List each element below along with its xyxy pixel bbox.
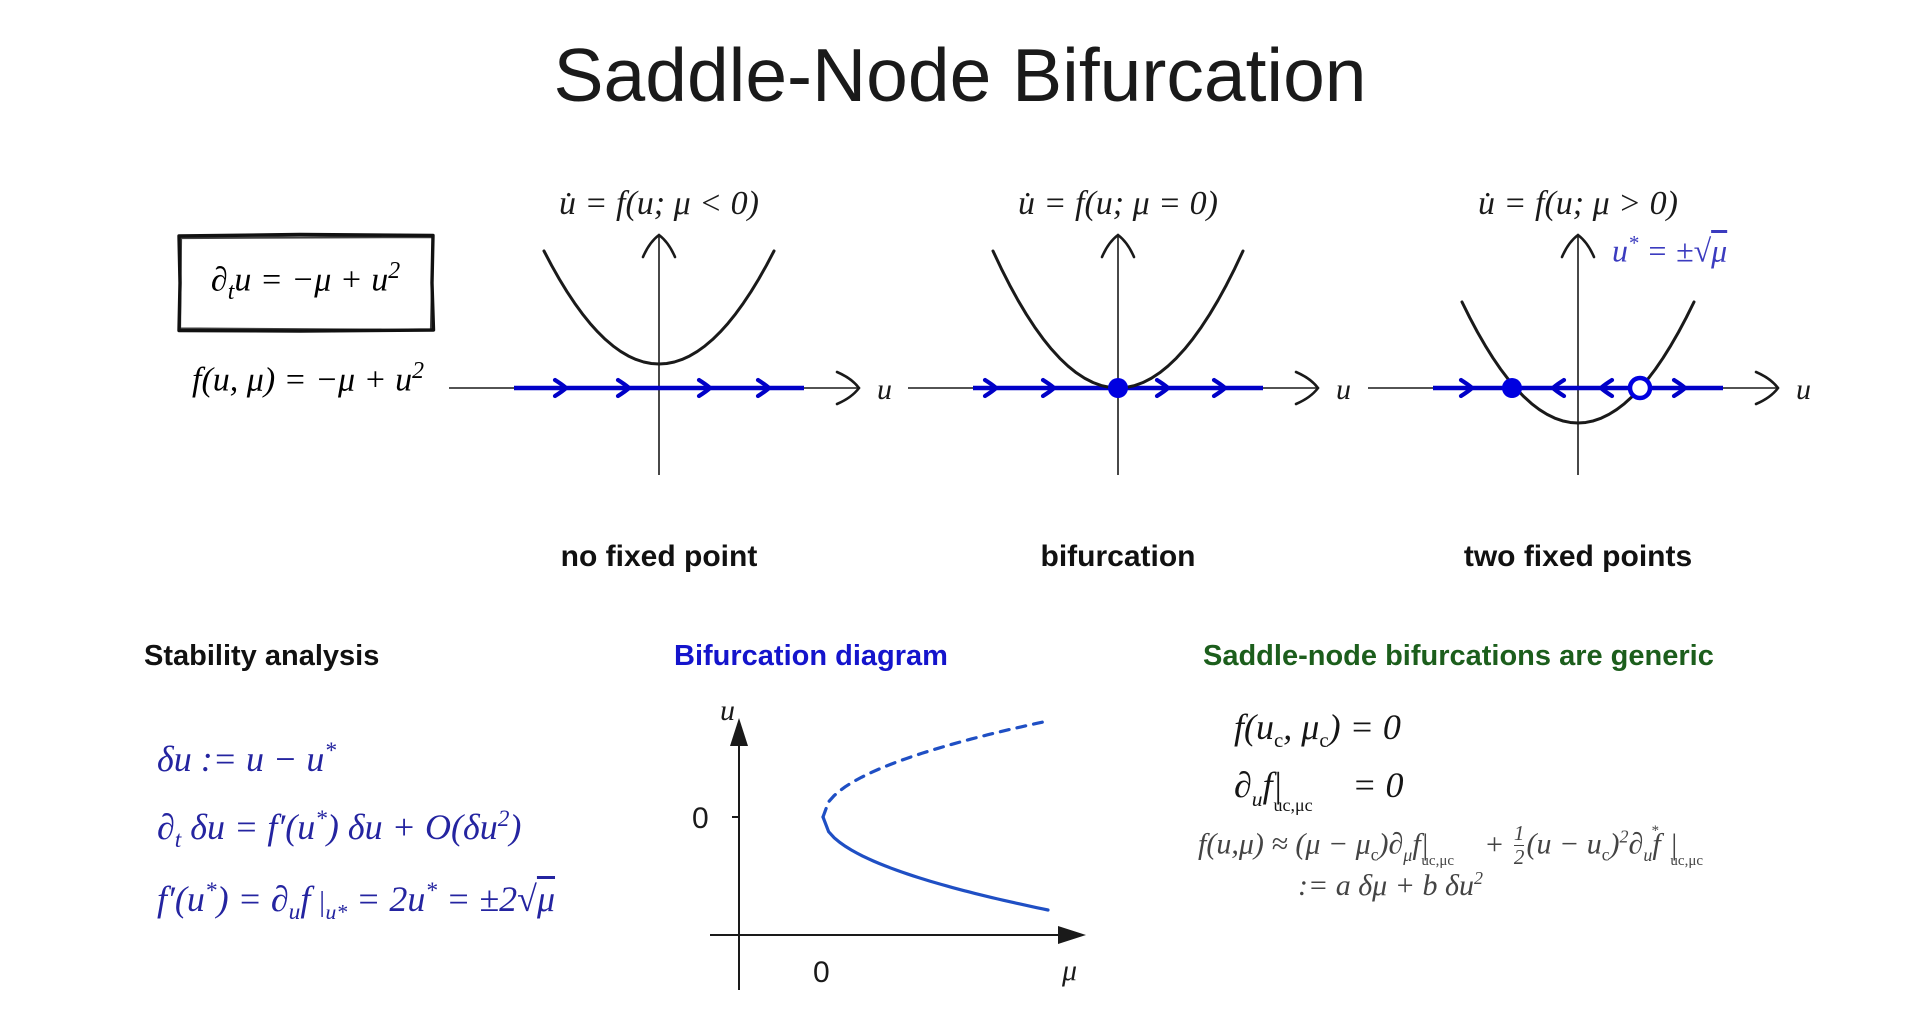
svg-text:0: 0: [692, 802, 709, 835]
svg-text:u: u: [720, 694, 735, 727]
svg-text:u: u: [1336, 373, 1351, 406]
svg-text:μ: μ: [1061, 954, 1077, 987]
svg-text:u: u: [877, 373, 892, 406]
svg-text:0: 0: [813, 956, 830, 989]
svg-text:u: u: [1796, 373, 1811, 406]
